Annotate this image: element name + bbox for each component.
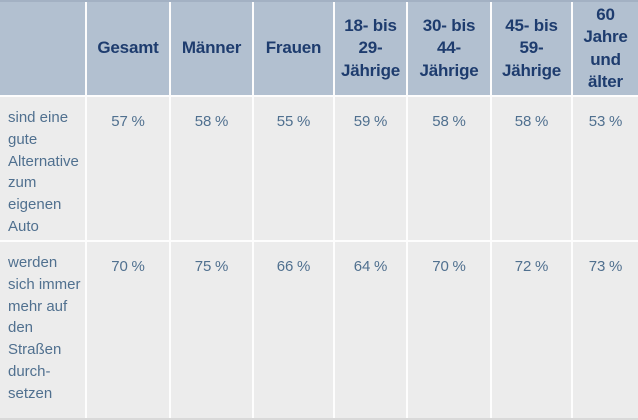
header-cell-45-59: 45- bis 59-Jährige [492, 2, 571, 95]
value-cell-r2-30-44: 70 % [408, 242, 490, 418]
value-cell-r1-maenner: 58 % [171, 97, 252, 240]
value-cell-r1-30-44: 58 % [408, 97, 490, 240]
value-cell-r1-60-plus: 53 % [573, 97, 638, 240]
value-cell-r2-60-plus: 73 % [573, 242, 638, 418]
value-cell-r2-frauen: 66 % [254, 242, 333, 418]
value-cell-r1-frauen: 55 % [254, 97, 333, 240]
header-cell-18-29: 18- bis 29-Jährige [335, 2, 406, 95]
header-cell-30-44: 30- bis 44-Jährige [408, 2, 490, 95]
value-cell-r2-45-59: 72 % [492, 242, 571, 418]
value-cell-r1-45-59: 58 % [492, 97, 571, 240]
header-cell-gesamt: Gesamt [87, 2, 169, 95]
header-cell-maenner: Männer [171, 2, 252, 95]
header-cell-60-plus: 60 Jahre und älter [573, 2, 638, 95]
value-cell-r2-18-29: 64 % [335, 242, 406, 418]
row-label-durchsetzen: werden sich immer mehr auf den Straßen d… [0, 242, 85, 418]
header-cell-frauen: Frauen [254, 2, 333, 95]
value-cell-r1-18-29: 59 % [335, 97, 406, 240]
value-cell-r1-gesamt: 57 % [87, 97, 169, 240]
value-cell-r2-maenner: 75 % [171, 242, 252, 418]
value-cell-r2-gesamt: 70 % [87, 242, 169, 418]
row-label-alternative-auto: sind eine gute Alternative zum eigenen A… [0, 97, 85, 240]
header-corner-cell [0, 2, 85, 95]
